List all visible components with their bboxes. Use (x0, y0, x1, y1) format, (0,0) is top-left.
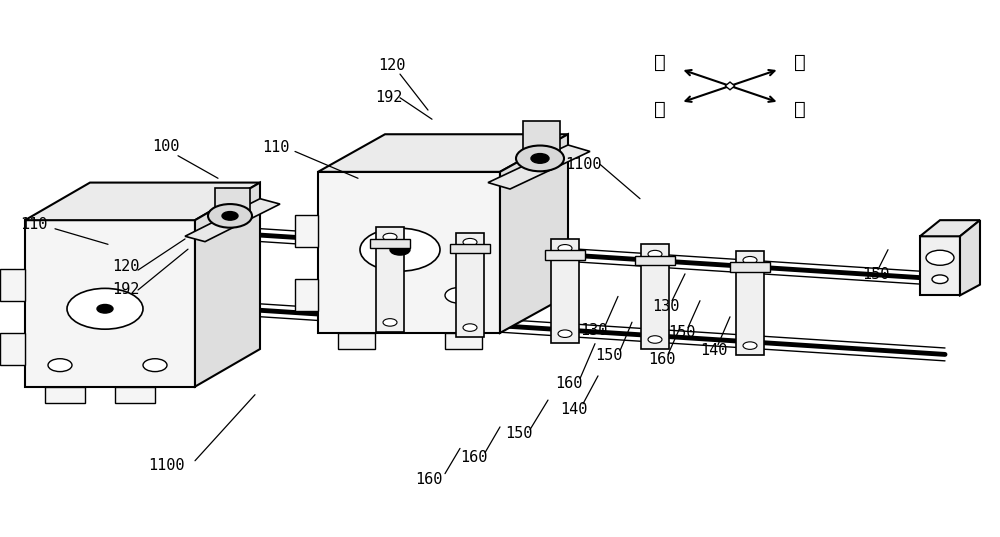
Polygon shape (456, 233, 484, 337)
Text: 130: 130 (652, 299, 679, 314)
Circle shape (97, 304, 113, 313)
Polygon shape (295, 279, 318, 311)
Circle shape (67, 288, 143, 329)
Circle shape (516, 146, 564, 171)
Polygon shape (450, 244, 490, 253)
Circle shape (932, 275, 948, 284)
Polygon shape (920, 220, 980, 236)
Polygon shape (725, 82, 735, 90)
Polygon shape (370, 238, 410, 248)
Polygon shape (295, 215, 318, 247)
Circle shape (743, 257, 757, 264)
Circle shape (558, 330, 572, 337)
Text: 192: 192 (112, 282, 139, 297)
Circle shape (463, 324, 477, 331)
Text: 120: 120 (112, 259, 139, 274)
Polygon shape (551, 238, 579, 343)
Text: 前: 前 (794, 99, 806, 119)
Circle shape (558, 244, 572, 252)
Circle shape (383, 318, 397, 326)
Polygon shape (376, 227, 404, 332)
Text: 140: 140 (560, 402, 587, 417)
Text: 150: 150 (862, 267, 889, 282)
Text: 110: 110 (262, 140, 289, 155)
Text: 192: 192 (375, 90, 402, 105)
Circle shape (648, 250, 662, 258)
Circle shape (222, 212, 238, 220)
Polygon shape (960, 220, 980, 295)
Polygon shape (215, 188, 250, 216)
Text: 120: 120 (378, 58, 405, 73)
Polygon shape (920, 236, 960, 295)
Circle shape (445, 287, 475, 303)
Polygon shape (25, 220, 195, 387)
Polygon shape (736, 251, 764, 355)
Polygon shape (635, 256, 675, 265)
Polygon shape (338, 333, 375, 349)
Circle shape (531, 154, 549, 163)
Text: 右: 右 (794, 53, 806, 72)
Polygon shape (500, 134, 568, 333)
Polygon shape (545, 250, 585, 259)
Text: 150: 150 (668, 325, 695, 340)
Circle shape (383, 233, 397, 241)
Polygon shape (488, 145, 590, 189)
Text: 110: 110 (20, 217, 47, 232)
Text: 1100: 1100 (565, 157, 602, 172)
Text: 160: 160 (460, 450, 487, 465)
Circle shape (208, 204, 252, 228)
Polygon shape (0, 268, 25, 301)
Text: 150: 150 (595, 348, 622, 363)
Circle shape (48, 359, 72, 372)
Polygon shape (0, 333, 25, 365)
Polygon shape (445, 333, 482, 349)
Text: 150: 150 (505, 426, 532, 441)
Polygon shape (45, 387, 85, 403)
Polygon shape (115, 387, 155, 403)
Text: 160: 160 (555, 376, 582, 391)
Circle shape (926, 250, 954, 265)
Text: 160: 160 (415, 471, 442, 487)
Circle shape (143, 359, 167, 372)
Polygon shape (318, 172, 500, 333)
Polygon shape (523, 121, 560, 157)
Circle shape (360, 228, 440, 271)
Polygon shape (730, 262, 770, 272)
Text: 后: 后 (654, 53, 666, 72)
Text: 160: 160 (648, 352, 675, 367)
Text: 100: 100 (152, 139, 179, 154)
Text: 140: 140 (700, 343, 727, 358)
Text: 左: 左 (654, 99, 666, 119)
Polygon shape (185, 199, 280, 242)
Text: 130: 130 (580, 323, 607, 338)
Circle shape (648, 336, 662, 343)
Text: 1100: 1100 (148, 458, 184, 473)
Polygon shape (318, 134, 568, 172)
Polygon shape (195, 183, 260, 387)
Circle shape (463, 238, 477, 246)
Polygon shape (25, 183, 260, 220)
Polygon shape (641, 244, 669, 349)
Circle shape (743, 342, 757, 350)
Circle shape (390, 244, 410, 255)
